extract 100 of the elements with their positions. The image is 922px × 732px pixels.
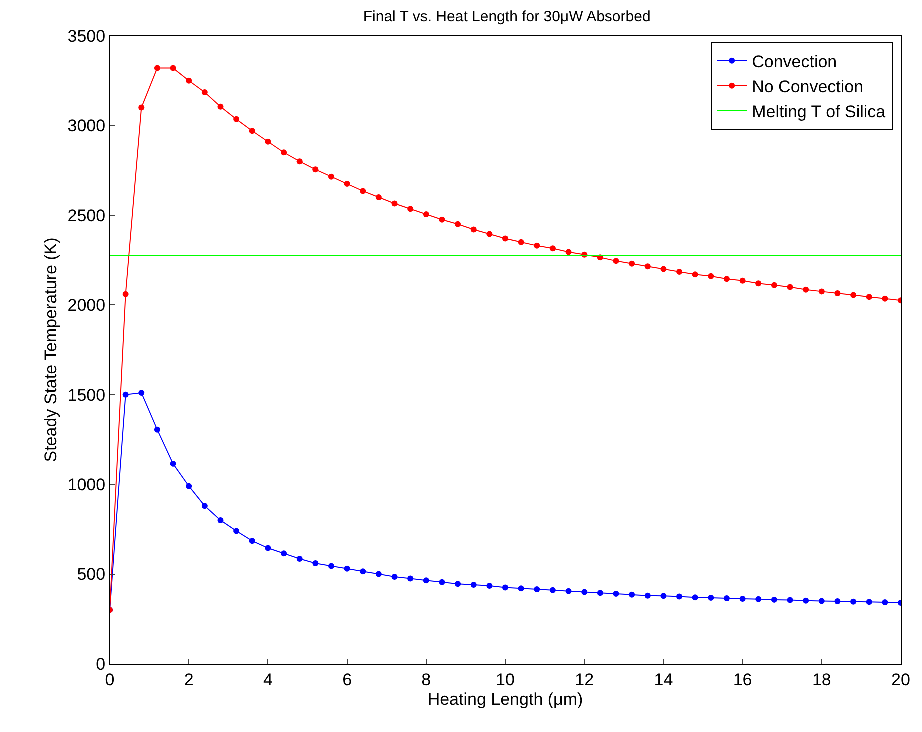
point [249,538,256,544]
point [470,226,477,233]
point [249,128,256,134]
point [234,528,240,534]
point [518,239,524,246]
point [866,294,872,300]
point [834,290,841,296]
x-tick-label: 16 [733,670,752,690]
point [423,578,430,584]
point [423,212,430,218]
point [803,286,810,293]
point [644,592,651,599]
point [138,390,145,396]
point [724,596,730,602]
point [708,594,714,601]
point [218,517,224,524]
point [771,282,778,288]
point [186,78,192,84]
point [486,231,493,238]
point [724,276,730,282]
point [122,392,129,398]
y-tick-label: 2000 [68,296,106,316]
point [756,596,762,602]
y-tick-label: 1000 [68,476,106,495]
point [439,216,446,223]
y-tick-label: 3000 [68,116,106,136]
point [740,278,746,284]
x-axis-title: Heating Length (μm) [428,690,584,709]
point [660,266,667,272]
point [582,589,588,596]
y-axis-title: Steady State Temperature (K) [41,238,60,462]
point [613,258,620,264]
point [360,568,366,575]
point [202,503,208,510]
point [882,599,888,606]
point [818,288,825,295]
point [328,563,334,570]
point [408,576,414,582]
point [312,166,319,173]
point [502,584,508,591]
point [455,221,462,228]
point [882,296,888,302]
point [296,158,303,165]
point [138,104,145,111]
point [170,460,176,467]
point [834,598,841,605]
point [787,284,794,290]
point [392,200,398,207]
point [787,597,794,604]
point [850,598,857,605]
x-tick-label: 10 [496,670,515,690]
legend-label: No Convection [752,78,864,97]
point [629,592,636,598]
point [818,598,825,604]
point [281,150,288,156]
point [312,560,319,567]
point [392,574,398,580]
y-tick-label: 1500 [68,386,106,405]
point [265,545,272,552]
point [597,590,604,596]
point [518,586,524,592]
point [344,181,350,188]
point [534,586,540,593]
y-tick-label: 0 [96,654,106,674]
x-tick-label: 2 [184,670,194,690]
point [676,268,683,275]
point [154,65,160,72]
point [613,591,620,598]
point [566,249,572,256]
point [771,596,778,603]
point [692,594,698,601]
point [186,483,192,490]
point [692,272,698,278]
point [376,571,382,578]
point [376,194,382,200]
x-tick-label: 6 [342,670,352,690]
point [234,116,240,122]
point [281,550,288,557]
point [154,426,160,433]
point [756,280,762,287]
point [328,174,334,180]
y-tick-label: 500 [77,565,106,584]
x-tick-label: 14 [654,670,674,690]
x-tick-label: 12 [575,670,594,690]
point [344,566,350,572]
y-tick-label: 2500 [68,206,106,226]
chart-title: Final T vs. Heat Length for 30μW Absorbed [363,8,651,26]
point [550,246,556,252]
point [629,260,636,267]
point [265,138,272,145]
legend-label: Melting T of Silica [752,102,886,122]
point [660,593,667,600]
x-tick-label: 8 [422,670,432,690]
point [470,582,477,588]
point [170,65,176,72]
point [455,581,462,588]
point [676,594,683,600]
point [122,291,129,298]
point [408,206,414,212]
point [360,188,366,194]
